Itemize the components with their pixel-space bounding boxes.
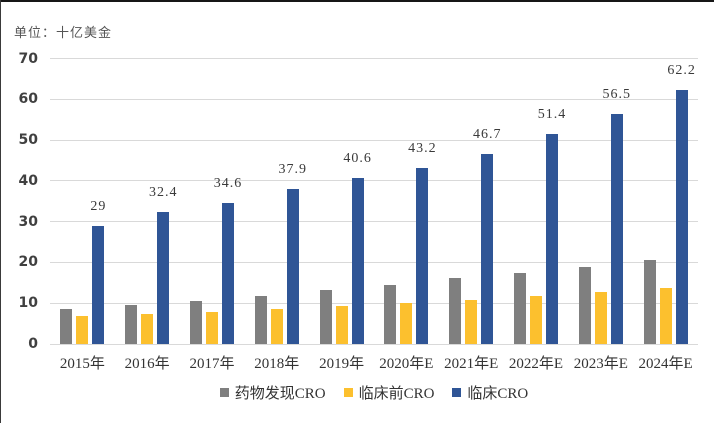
y-tick-label: 70: [18, 50, 38, 67]
legend-label-clinical-cro: 临床CRO: [467, 385, 529, 402]
gridline: [50, 343, 698, 345]
y-tick-label: 40: [18, 172, 38, 189]
bar-preclinical-cro: [335, 306, 348, 344]
x-tick-label: 2016年: [124, 356, 170, 372]
bar-preclinical-cro: [594, 292, 607, 344]
gridline: [50, 261, 698, 263]
y-tick-label: 50: [18, 132, 38, 149]
bar-clinical-cro: [546, 134, 558, 344]
x-tick-label: 2017年: [189, 356, 235, 372]
top-border-line: [0, 0, 714, 2]
x-tick-label: 2015年: [59, 356, 105, 372]
legend-label-preclinical-cro: 临床前CRO: [358, 385, 435, 402]
value-label: 40.6: [343, 151, 372, 167]
bar-preclinical-cro: [465, 299, 478, 344]
bar-drug-discovery-cro: [319, 290, 332, 344]
gridline: [50, 139, 698, 141]
bar-preclinical-cro: [530, 295, 542, 344]
unit-label: 单位：十亿美金: [14, 25, 113, 40]
bar-preclinical-cro: [659, 288, 672, 344]
left-border-line: [0, 0, 1, 423]
bar-preclinical-cro: [141, 314, 154, 344]
bar-drug-discovery-cro: [60, 308, 73, 344]
bar-drug-discovery-cro: [449, 278, 462, 344]
legend-item-preclinical-cro: 临床前CRO: [343, 382, 435, 403]
y-tick-label: 60: [18, 91, 38, 108]
value-label: 29: [90, 198, 107, 214]
bar-clinical-cro: [157, 211, 170, 344]
bar-drug-discovery-cro: [514, 273, 526, 344]
bar-clinical-cro: [416, 167, 429, 344]
bar-drug-discovery-cro: [125, 304, 138, 344]
bar-preclinical-cro: [76, 315, 89, 344]
bar-drug-discovery-cro: [190, 301, 202, 344]
value-label: 51.4: [537, 107, 567, 123]
value-label: 46.7: [472, 126, 502, 142]
x-tick-label: 2020年E: [379, 356, 434, 372]
bar-drug-discovery-cro: [384, 285, 397, 344]
x-tick-label: 2019年: [319, 356, 365, 372]
y-tick-label: 30: [18, 213, 38, 230]
value-label: 32.4: [148, 184, 178, 200]
bar-clinical-cro: [610, 113, 623, 344]
bar-preclinical-cro: [270, 308, 283, 344]
gridline: [50, 302, 698, 304]
bar-drug-discovery-cro: [578, 266, 591, 344]
y-tick-label: 20: [18, 254, 38, 271]
bar-clinical-cro: [222, 202, 234, 344]
gridline: [50, 98, 698, 100]
x-tick-label: 2018年: [254, 356, 300, 372]
gridline: [50, 180, 698, 182]
value-label: 56.5: [602, 86, 632, 102]
bar-clinical-cro: [286, 189, 299, 344]
y-tick-label: 10: [18, 295, 38, 312]
bar-clinical-cro: [92, 225, 105, 344]
legend: 药物发现CRO 临床前CRO 临床CRO: [50, 382, 698, 403]
x-tick-label: 2022年E: [508, 356, 564, 372]
y-tick-label: 0: [28, 336, 38, 352]
legend-label-drug-discovery-cro: 药物发现CRO: [234, 385, 326, 402]
value-label: 43.2: [408, 140, 437, 156]
bar-clinical-cro: [351, 178, 364, 344]
value-label: 34.6: [213, 175, 243, 191]
x-tick-label: 2024年E: [638, 356, 693, 372]
value-label: 62.2: [667, 63, 696, 79]
bar-preclinical-cro: [400, 303, 413, 344]
legend-item-clinical-cro: 临床CRO: [452, 382, 528, 403]
bar-clinical-cro: [675, 90, 688, 344]
x-tick-label: 2023年E: [573, 356, 628, 372]
bar-drug-discovery-cro: [254, 296, 267, 344]
bar-clinical-cro: [481, 153, 494, 344]
legend-swatch-preclinical-cro: [343, 387, 353, 397]
legend-swatch-drug-discovery-cro: [219, 387, 229, 397]
x-tick-label: 2021年E: [444, 356, 499, 372]
gridline: [50, 221, 698, 223]
gridline: [50, 58, 698, 59]
legend-item-drug-discovery-cro: 药物发现CRO: [219, 382, 326, 403]
value-label: 37.9: [278, 162, 308, 178]
bar-drug-discovery-cro: [643, 260, 656, 344]
legend-swatch-clinical-cro: [452, 387, 462, 397]
bar-preclinical-cro: [206, 311, 218, 344]
